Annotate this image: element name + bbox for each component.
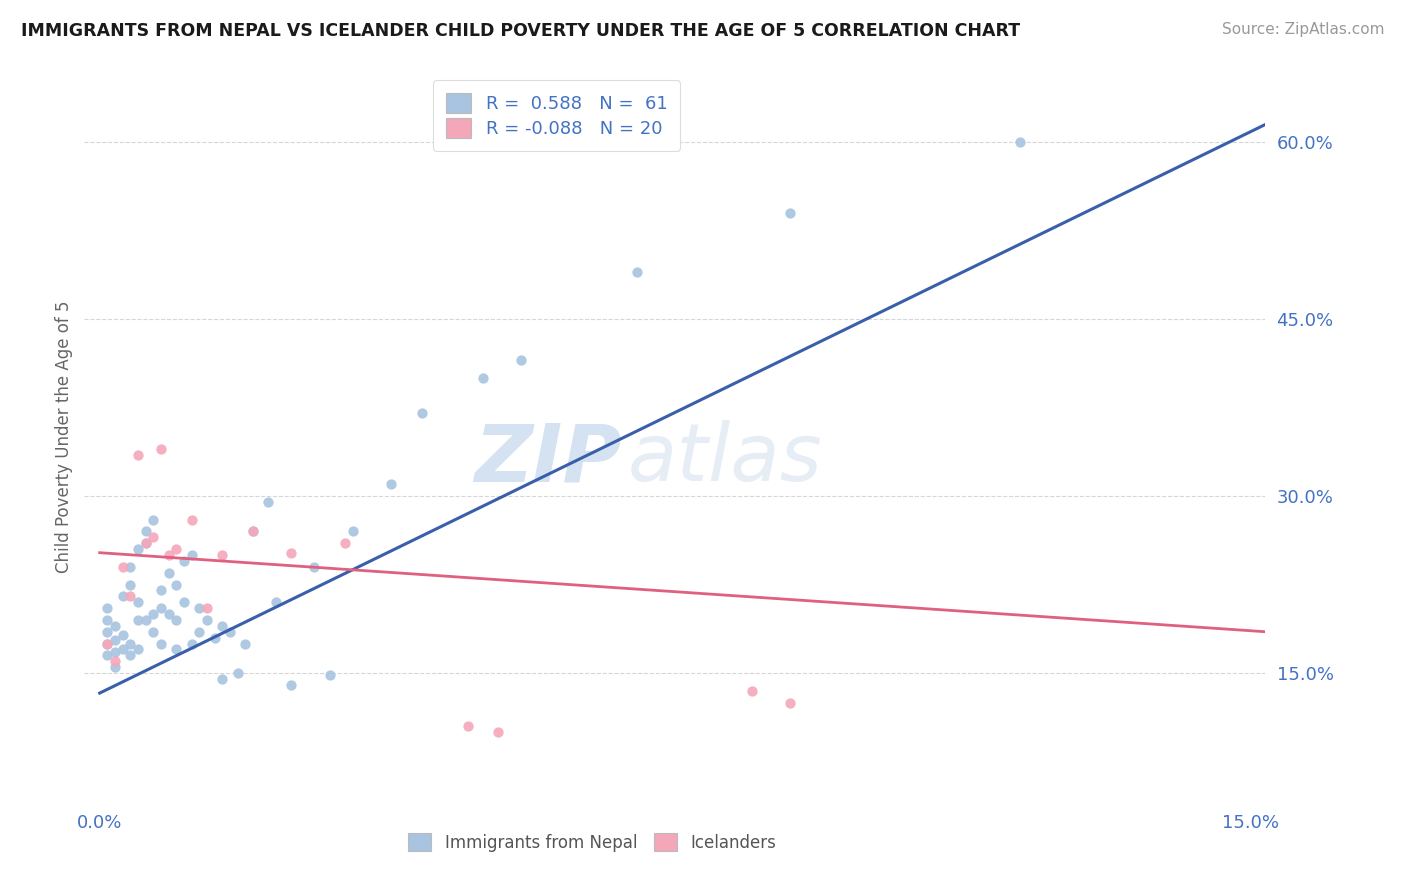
- Point: [127, 595, 149, 609]
- Point: [111, 642, 134, 657]
- Point: [111, 559, 134, 574]
- Point: [142, 530, 165, 544]
- Point: [188, 601, 211, 615]
- Point: [127, 613, 149, 627]
- Point: [157, 548, 180, 562]
- Point: [104, 619, 127, 633]
- Point: [204, 631, 226, 645]
- Point: [104, 632, 127, 647]
- Point: [120, 577, 142, 591]
- Point: [165, 577, 187, 591]
- Point: [157, 566, 180, 580]
- Point: [96, 648, 118, 663]
- Point: [135, 613, 157, 627]
- Point: [180, 548, 202, 562]
- Point: [127, 448, 149, 462]
- Point: [111, 590, 134, 604]
- Point: [219, 624, 242, 639]
- Point: [180, 513, 202, 527]
- Point: [264, 595, 287, 609]
- Point: [150, 636, 173, 650]
- Point: [211, 619, 233, 633]
- Point: [188, 624, 211, 639]
- Point: [211, 672, 233, 686]
- Point: [235, 636, 257, 650]
- Text: Source: ZipAtlas.com: Source: ZipAtlas.com: [1222, 22, 1385, 37]
- Point: [280, 678, 302, 692]
- Point: [120, 559, 142, 574]
- Point: [333, 536, 356, 550]
- Point: [319, 668, 342, 682]
- Point: [150, 442, 173, 456]
- Point: [165, 613, 187, 627]
- Point: [472, 371, 495, 385]
- Text: ZIP: ZIP: [474, 420, 621, 498]
- Point: [1008, 135, 1031, 149]
- Point: [150, 583, 173, 598]
- Point: [173, 595, 195, 609]
- Point: [111, 628, 134, 642]
- Point: [242, 524, 264, 539]
- Point: [142, 513, 165, 527]
- Point: [779, 206, 801, 220]
- Point: [457, 719, 479, 733]
- Point: [779, 696, 801, 710]
- Point: [180, 636, 202, 650]
- Point: [120, 590, 142, 604]
- Point: [380, 477, 402, 491]
- Point: [157, 607, 180, 621]
- Point: [741, 683, 763, 698]
- Legend: Immigrants from Nepal, Icelanders: Immigrants from Nepal, Icelanders: [399, 825, 785, 860]
- Point: [488, 725, 510, 739]
- Point: [120, 636, 142, 650]
- Point: [342, 524, 364, 539]
- Point: [510, 353, 533, 368]
- Point: [96, 601, 118, 615]
- Point: [127, 542, 149, 557]
- Point: [626, 265, 648, 279]
- Point: [104, 654, 127, 668]
- Text: atlas: atlas: [627, 420, 823, 498]
- Point: [120, 648, 142, 663]
- Point: [104, 645, 127, 659]
- Point: [165, 542, 187, 557]
- Y-axis label: Child Poverty Under the Age of 5: Child Poverty Under the Age of 5: [55, 301, 73, 574]
- Point: [165, 642, 187, 657]
- Point: [304, 559, 326, 574]
- Point: [135, 524, 157, 539]
- Point: [173, 554, 195, 568]
- Point: [96, 624, 118, 639]
- Point: [242, 524, 264, 539]
- Point: [150, 601, 173, 615]
- Point: [211, 548, 233, 562]
- Point: [96, 636, 118, 650]
- Point: [135, 536, 157, 550]
- Point: [195, 613, 218, 627]
- Point: [257, 495, 280, 509]
- Point: [142, 624, 165, 639]
- Point: [135, 536, 157, 550]
- Point: [411, 407, 433, 421]
- Point: [280, 546, 302, 560]
- Point: [96, 636, 118, 650]
- Point: [127, 642, 149, 657]
- Point: [142, 607, 165, 621]
- Point: [195, 601, 218, 615]
- Text: IMMIGRANTS FROM NEPAL VS ICELANDER CHILD POVERTY UNDER THE AGE OF 5 CORRELATION : IMMIGRANTS FROM NEPAL VS ICELANDER CHILD…: [21, 22, 1021, 40]
- Point: [96, 613, 118, 627]
- Point: [104, 660, 127, 674]
- Point: [226, 666, 249, 681]
